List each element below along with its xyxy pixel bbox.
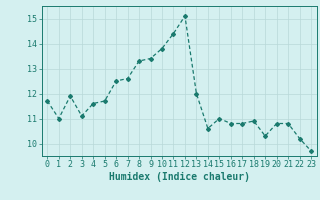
X-axis label: Humidex (Indice chaleur): Humidex (Indice chaleur) [109,172,250,182]
